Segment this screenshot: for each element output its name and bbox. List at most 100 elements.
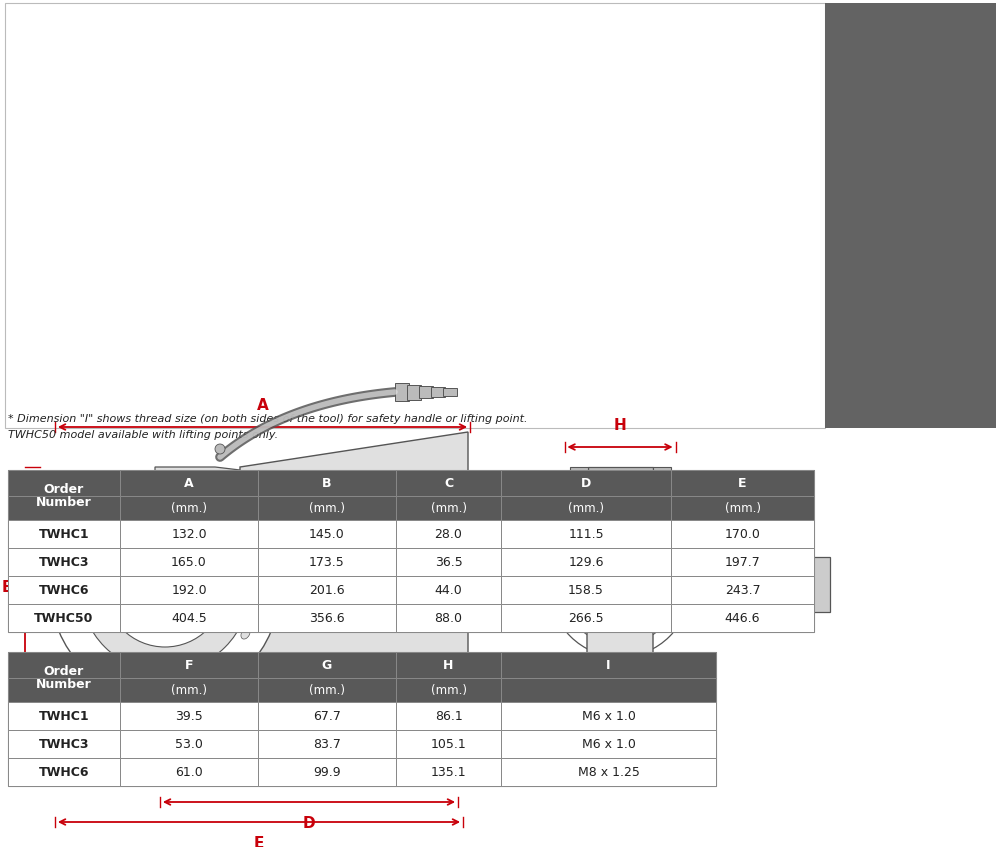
Text: Number: Number [36,495,92,508]
Text: G: G [322,658,332,672]
Text: 86.1: 86.1 [434,710,462,722]
Text: 135.1: 135.1 [430,766,466,778]
Text: TWHC50 model available with lifting points only.: TWHC50 model available with lifting poin… [8,430,278,440]
Circle shape [212,575,220,583]
Circle shape [215,444,225,454]
Text: F: F [615,746,625,761]
Bar [567,472,673,480]
Text: 111.5: 111.5 [568,528,604,540]
Text: I': I' [190,619,199,634]
Text: 28.0: 28.0 [434,528,462,540]
Text: 132.0: 132.0 [171,528,207,540]
Text: I: I [607,658,611,672]
Text: (mm.): (mm.) [171,501,207,514]
Circle shape [50,472,280,702]
Ellipse shape [251,606,259,617]
Polygon shape [128,545,201,629]
Text: C: C [105,729,116,745]
Circle shape [229,568,237,576]
Bar [8,520,120,548]
Text: 53.0: 53.0 [175,738,203,750]
Ellipse shape [254,581,262,593]
Bar [395,383,409,401]
Bar [258,576,396,604]
Text: G: G [614,766,626,781]
Text: H: H [614,418,626,433]
Circle shape [211,560,235,584]
Text: 83.7: 83.7 [313,738,341,750]
Bar [120,730,258,758]
Bar [501,604,671,632]
Circle shape [80,502,250,672]
Bar [258,678,396,702]
Text: M6 x 1.0: M6 x 1.0 [582,738,635,750]
Circle shape [212,561,220,569]
Bar [258,730,396,758]
Text: 105.1: 105.1 [430,738,466,750]
Text: H: H [443,658,454,672]
Bar [396,496,501,520]
Bar [258,604,396,632]
Polygon shape [245,672,468,762]
Text: 404.5: 404.5 [171,612,207,624]
Text: TWHC50: TWHC50 [34,612,94,624]
Bar [8,730,120,758]
Bar [8,758,120,786]
Bar [258,702,396,730]
Text: 39.5: 39.5 [175,710,203,722]
Bar [825,3,996,428]
Text: 88.0: 88.0 [434,612,462,624]
Bar [501,758,716,786]
Bar [258,496,396,520]
Text: (mm.): (mm.) [309,684,345,696]
Text: P: P [609,578,631,606]
Bar [396,576,501,604]
Bar [8,678,120,702]
Bar [396,548,501,576]
Bar [396,652,501,678]
Text: Order: Order [44,665,84,678]
Bar [8,652,120,678]
Bar [8,702,120,730]
Circle shape [219,578,227,586]
Text: 67.7: 67.7 [313,710,341,722]
Circle shape [550,517,690,657]
Bar [396,758,501,786]
Text: E: E [738,477,747,490]
Bar [5,3,825,428]
Circle shape [209,568,217,576]
Text: (mm.): (mm.) [430,684,466,696]
Text: 446.6: 446.6 [725,612,760,624]
Text: TWHC3: TWHC3 [39,556,90,568]
Text: 266.5: 266.5 [568,612,604,624]
Circle shape [226,575,234,583]
Bar [8,548,120,576]
Text: E: E [254,836,264,847]
Bar [652,467,670,487]
Bar [501,678,716,702]
Bar [501,548,671,576]
Ellipse shape [241,535,250,546]
Text: TWHC6: TWHC6 [39,766,90,778]
Polygon shape [155,467,340,577]
Circle shape [466,708,484,726]
Circle shape [562,529,678,645]
Text: M8 x 1.25: M8 x 1.25 [578,766,639,778]
Bar [8,496,120,520]
Circle shape [511,708,529,726]
Text: X: X [609,602,631,632]
Bar [120,758,258,786]
Text: A: A [184,477,194,490]
Bar [570,467,588,487]
Bar [120,520,258,548]
Bar [501,730,716,758]
Text: C: C [444,477,453,490]
Bar [501,496,671,520]
Circle shape [218,567,228,577]
Text: TWHC1: TWHC1 [39,710,90,722]
Text: 192.0: 192.0 [171,584,207,596]
Bar [671,520,814,548]
Bar [501,652,716,678]
Bar [396,678,501,702]
Text: Number: Number [36,678,92,690]
